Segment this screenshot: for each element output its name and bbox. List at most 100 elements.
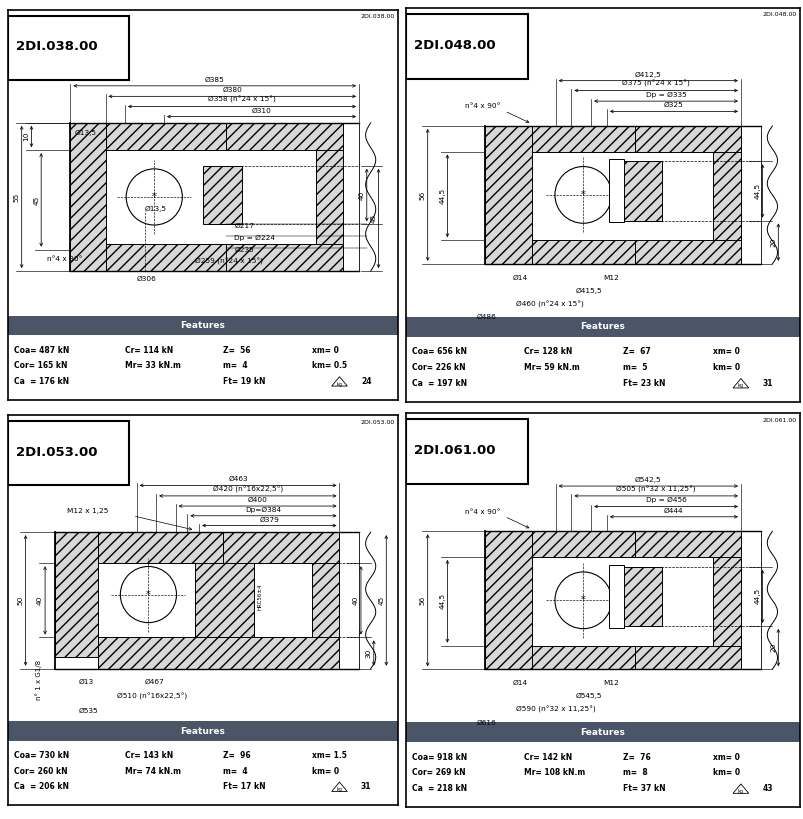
Text: 30: 30 bbox=[365, 649, 372, 658]
FancyBboxPatch shape bbox=[8, 316, 397, 335]
Text: Ø306: Ø306 bbox=[137, 276, 157, 282]
Text: Cr= 143 kN: Cr= 143 kN bbox=[125, 751, 173, 760]
Text: Z=  76: Z= 76 bbox=[622, 753, 650, 762]
Text: Ø444: Ø444 bbox=[663, 508, 683, 514]
Text: Ø616: Ø616 bbox=[476, 719, 496, 726]
Text: 44,5: 44,5 bbox=[439, 188, 445, 204]
Text: 2DI.053.00: 2DI.053.00 bbox=[16, 446, 97, 459]
Text: 40: 40 bbox=[358, 190, 365, 200]
Text: M12: M12 bbox=[602, 274, 618, 281]
Text: Ø13,5: Ø13,5 bbox=[145, 206, 166, 212]
Text: Mr= 59 kN.m: Mr= 59 kN.m bbox=[524, 363, 579, 372]
Text: Ø325: Ø325 bbox=[663, 102, 683, 108]
Text: 2DI.038.00: 2DI.038.00 bbox=[361, 15, 394, 20]
Polygon shape bbox=[55, 532, 98, 657]
Text: Ø535: Ø535 bbox=[78, 708, 98, 714]
Text: 44,5: 44,5 bbox=[754, 588, 760, 604]
Text: 56: 56 bbox=[419, 595, 426, 605]
FancyBboxPatch shape bbox=[8, 722, 397, 740]
Polygon shape bbox=[712, 152, 740, 240]
Polygon shape bbox=[712, 557, 740, 645]
Text: Ø385: Ø385 bbox=[205, 77, 224, 83]
Text: Features: Features bbox=[181, 726, 225, 735]
Text: Z=  56: Z= 56 bbox=[222, 346, 250, 355]
Text: 50: 50 bbox=[18, 595, 23, 605]
Polygon shape bbox=[532, 240, 634, 264]
Text: Ø486: Ø486 bbox=[476, 314, 496, 320]
Text: Coa= 656 kN: Coa= 656 kN bbox=[411, 347, 467, 356]
Polygon shape bbox=[634, 240, 740, 264]
Text: 45: 45 bbox=[378, 595, 384, 605]
Polygon shape bbox=[532, 645, 634, 669]
Text: Ø358 (n°24 x 15°): Ø358 (n°24 x 15°) bbox=[208, 96, 275, 103]
Polygon shape bbox=[634, 532, 740, 557]
Text: 44,5: 44,5 bbox=[754, 183, 760, 199]
Text: km= 0: km= 0 bbox=[712, 768, 740, 777]
Text: 2DI.061.00: 2DI.061.00 bbox=[414, 444, 495, 457]
Polygon shape bbox=[98, 532, 222, 563]
Text: Ø505 (n°32 x 11,25°): Ø505 (n°32 x 11,25°) bbox=[616, 486, 695, 493]
Text: Ø379: Ø379 bbox=[259, 517, 279, 523]
Text: Ca  = 218 kN: Ca = 218 kN bbox=[411, 784, 467, 793]
Text: 20: 20 bbox=[769, 238, 776, 247]
Text: kg: kg bbox=[336, 382, 342, 387]
Text: xm= 0: xm= 0 bbox=[712, 347, 740, 356]
Text: Z=  67: Z= 67 bbox=[622, 347, 650, 356]
Text: Ø217: Ø217 bbox=[234, 224, 254, 229]
Text: Ft= 37 kN: Ft= 37 kN bbox=[622, 784, 665, 793]
Text: km= 0.5: km= 0.5 bbox=[312, 361, 347, 370]
Polygon shape bbox=[484, 532, 532, 669]
Text: Ø310: Ø310 bbox=[251, 107, 271, 114]
Text: *: * bbox=[581, 595, 585, 605]
Text: 45: 45 bbox=[33, 195, 39, 205]
FancyBboxPatch shape bbox=[406, 14, 528, 79]
Text: kg: kg bbox=[737, 383, 743, 388]
Text: 31: 31 bbox=[361, 782, 371, 791]
FancyBboxPatch shape bbox=[8, 421, 128, 486]
Text: 40: 40 bbox=[353, 595, 359, 605]
Text: 20: 20 bbox=[769, 643, 776, 652]
Polygon shape bbox=[195, 563, 254, 637]
Text: 2DI.048.00: 2DI.048.00 bbox=[761, 12, 796, 17]
Text: Cr= 142 kN: Cr= 142 kN bbox=[524, 753, 572, 762]
Text: Z=  96: Z= 96 bbox=[222, 751, 250, 760]
Text: Coa= 730 kN: Coa= 730 kN bbox=[14, 751, 69, 760]
Text: Dp = Ø224: Dp = Ø224 bbox=[234, 235, 275, 241]
Polygon shape bbox=[610, 161, 662, 220]
Text: 45: 45 bbox=[370, 214, 376, 223]
Text: Dp = Ø456: Dp = Ø456 bbox=[645, 497, 686, 504]
Text: Ø400: Ø400 bbox=[247, 497, 267, 503]
Text: Cor= 165 kN: Cor= 165 kN bbox=[14, 361, 67, 370]
Polygon shape bbox=[634, 645, 740, 669]
Text: Cor= 226 kN: Cor= 226 kN bbox=[411, 363, 465, 372]
FancyBboxPatch shape bbox=[608, 565, 623, 628]
Text: 40: 40 bbox=[37, 595, 43, 605]
Text: m=  8: m= 8 bbox=[622, 768, 646, 777]
FancyBboxPatch shape bbox=[406, 419, 528, 484]
Text: Features: Features bbox=[580, 728, 625, 737]
Text: Ø14: Ø14 bbox=[512, 680, 527, 686]
Polygon shape bbox=[202, 165, 242, 224]
Polygon shape bbox=[105, 123, 226, 150]
Text: Ø460 (n°24 x 15°): Ø460 (n°24 x 15°) bbox=[516, 301, 584, 308]
Text: Ø13: Ø13 bbox=[78, 679, 93, 686]
Text: Ø412,5: Ø412,5 bbox=[634, 71, 661, 78]
Text: 56: 56 bbox=[419, 190, 426, 200]
Text: 10: 10 bbox=[23, 132, 30, 141]
Polygon shape bbox=[484, 126, 532, 264]
Polygon shape bbox=[71, 123, 105, 271]
Text: *: * bbox=[146, 590, 151, 600]
Text: Ca  = 206 kN: Ca = 206 kN bbox=[14, 782, 69, 791]
Text: xm= 0: xm= 0 bbox=[712, 753, 740, 762]
Text: kg: kg bbox=[336, 787, 342, 792]
Polygon shape bbox=[634, 126, 740, 152]
Text: Cr= 128 kN: Cr= 128 kN bbox=[524, 347, 572, 356]
Text: 31: 31 bbox=[761, 378, 772, 387]
Text: *: * bbox=[152, 192, 157, 202]
Text: Ft= 17 kN: Ft= 17 kN bbox=[222, 782, 265, 791]
Text: km= 0: km= 0 bbox=[312, 767, 339, 776]
Text: 24: 24 bbox=[361, 377, 371, 386]
Polygon shape bbox=[610, 567, 662, 626]
Text: HRC56±4: HRC56±4 bbox=[257, 583, 262, 610]
Text: m=  4: m= 4 bbox=[222, 361, 247, 370]
